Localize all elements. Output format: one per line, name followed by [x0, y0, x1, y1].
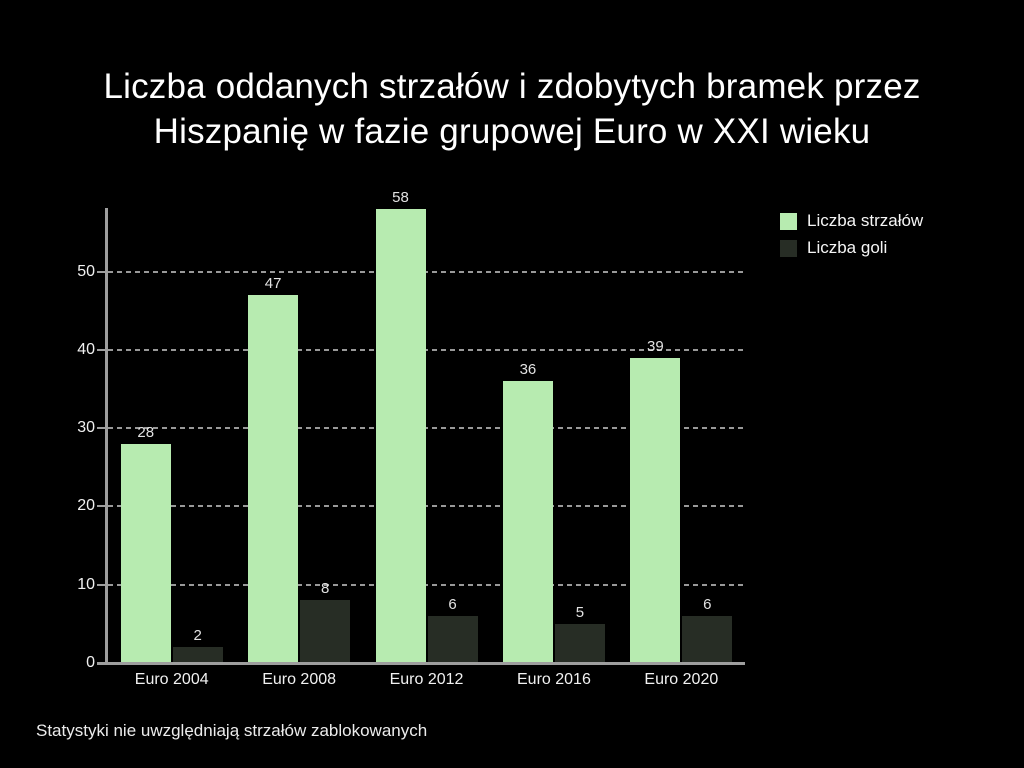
bar-goals: 5 — [554, 604, 605, 663]
bar-goals: 8 — [300, 580, 351, 663]
bar-group: 58 6 — [363, 189, 490, 663]
x-axis-category-label: Euro 2012 — [389, 671, 464, 688]
y-axis-tick — [97, 584, 105, 586]
x-axis-line — [97, 662, 745, 665]
bar-value-label: 28 — [137, 423, 155, 441]
bar-shots: 39 — [630, 338, 681, 663]
bar-value-label: 2 — [193, 627, 202, 645]
y-axis-tick — [97, 427, 105, 429]
bar-value-label: 6 — [448, 596, 457, 614]
legend-swatch — [780, 239, 797, 257]
gridline — [108, 505, 745, 507]
gridline — [108, 584, 745, 586]
bar-group: 47 8 — [235, 208, 362, 663]
y-axis-tick-label: 50 — [77, 263, 95, 280]
bar-shots: 28 — [120, 424, 171, 663]
y-axis-tick-label: 10 — [77, 576, 95, 593]
bar-value-label: 39 — [646, 337, 664, 355]
y-axis-tick — [97, 349, 105, 351]
y-axis-tick-label: 30 — [77, 419, 95, 436]
bar-value-label: 58 — [392, 189, 409, 207]
gridline — [108, 271, 745, 273]
bar-value-label: 5 — [575, 603, 585, 621]
bar-group: 39 6 — [618, 208, 745, 663]
y-axis-tick — [97, 505, 105, 507]
bar-goals: 6 — [427, 596, 478, 663]
chart-title: Liczba oddanych strzałów i zdobytych bra… — [0, 64, 1024, 154]
bar-group: 28 2 — [108, 208, 235, 663]
legend-label: Liczba strzałów — [807, 211, 924, 230]
legend-item: Liczba goli — [780, 238, 923, 258]
bar-shots: 58 — [375, 189, 426, 663]
y-axis-tick-label: 0 — [86, 654, 95, 671]
bar-value-label: 8 — [320, 580, 330, 598]
legend: Liczba strzałów Liczba goli — [780, 211, 923, 265]
y-axis-tick — [97, 271, 105, 273]
gridline — [108, 427, 745, 429]
bar-groups: 28 2 47 8 58 6 36 5 39 6 — [108, 189, 745, 663]
x-axis-category-label: Euro 2020 — [644, 671, 719, 688]
bar-goals: 6 — [682, 596, 733, 663]
y-axis-tick-label: 40 — [77, 341, 95, 358]
footnote: Statystyki nie uwzględniają strzałów zab… — [36, 721, 428, 740]
y-axis-tick-label: 20 — [77, 497, 95, 514]
bar-value-label: 36 — [519, 361, 537, 379]
legend-label: Liczba goli — [807, 238, 888, 257]
legend-swatch — [780, 212, 797, 230]
x-axis-category-label: Euro 2016 — [517, 671, 591, 688]
x-axis-labels: Euro 2004 Euro 2008 Euro 2012 Euro 2016 Euro… — [108, 671, 745, 689]
bar-goals: 2 — [172, 627, 223, 663]
legend-item: Liczba strzałów — [780, 211, 923, 231]
chart-title-line1: Liczba oddanych strzałów i zdobytych bra… — [103, 67, 921, 106]
gridline — [108, 349, 745, 351]
bar-value-label: 47 — [264, 275, 282, 293]
plot-area: 0 10 20 30 40 50 28 2 47 8 58 6 36 5 39 6 Euro 2004 Eur… — [77, 189, 745, 688]
bar-shots: 47 — [248, 275, 299, 663]
bar-group: 36 5 — [490, 208, 617, 663]
x-axis-category-label: Euro 2004 — [134, 671, 209, 688]
chart-title-line2: Hiszpanię w fazie grupowej Euro w XXI wi… — [153, 112, 871, 151]
x-axis-category-label: Euro 2008 — [262, 671, 337, 688]
y-axis-line — [105, 208, 108, 665]
bar-value-label: 6 — [703, 596, 712, 614]
bar-shots: 36 — [502, 361, 553, 663]
